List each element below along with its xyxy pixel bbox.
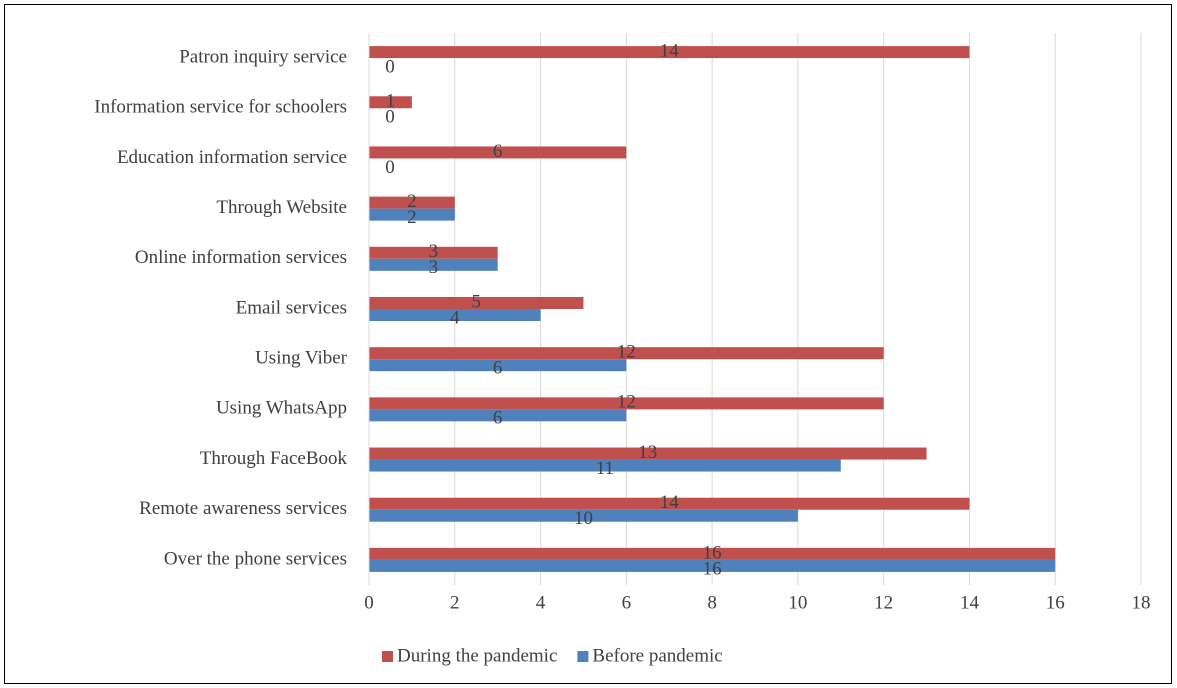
data-label: 0 [385,107,395,128]
bar [369,497,970,510]
data-label: 1 [386,91,396,112]
data-label: 6 [493,358,503,379]
data-label: 12 [617,342,636,363]
data-label: 16 [703,558,722,579]
bar [369,447,927,460]
bar [369,409,627,422]
x-tick-label: 6 [622,592,632,613]
y-tick-label: Information service for schoolers [94,97,347,118]
bar [369,547,1056,560]
x-tick-label: 14 [960,592,980,613]
y-tick-label: Through Website [216,197,347,218]
y-tick-label: Online information services [135,247,347,268]
y-tick-label: Patron inquiry service [179,46,347,67]
data-label: 0 [385,157,395,178]
bar [369,46,970,59]
bar [369,196,455,209]
data-label: 2 [407,191,417,212]
y-tick-label: Using WhatsApp [216,398,347,419]
x-tick-label: 12 [874,592,893,613]
data-label: 10 [574,508,593,529]
x-tick-label: 10 [788,592,807,613]
bar [369,359,627,372]
bar [369,246,498,259]
x-tick-label: 4 [536,592,546,613]
bar [369,96,412,109]
bar [369,297,584,309]
legend-swatch [577,651,589,662]
legend-label: Before pandemic [592,645,722,666]
data-label: 4 [450,307,460,328]
y-tick-label: Over the phone services [164,548,347,569]
data-label: 14 [660,40,680,61]
bar [369,459,841,472]
x-tick-label: 16 [1046,592,1065,613]
bar [369,146,627,159]
x-tick-label: 0 [364,592,374,613]
legend-label: During the pandemic [397,645,557,666]
bar [369,208,455,221]
x-tick-label: 18 [1132,592,1151,613]
data-label: 6 [493,408,503,429]
y-tick-label: Email services [236,297,347,318]
bar [369,397,884,410]
y-tick-label: Education information service [117,147,347,168]
bar [369,347,884,360]
bar [369,309,541,321]
data-label: 5 [471,291,481,312]
x-tick-label: 8 [707,592,717,613]
data-label: 16 [703,542,722,563]
data-label: 14 [660,492,680,513]
y-tick-label: Using Viber [255,348,348,369]
data-label: 3 [429,257,439,278]
data-label: 2 [407,207,417,228]
bar [369,509,798,522]
y-tick-label: Through FaceBook [200,448,348,469]
data-label: 6 [493,141,503,162]
bar [369,258,498,271]
bar [369,559,1056,572]
data-label: 3 [429,241,439,262]
data-label: 0 [385,56,395,77]
x-tick-label: 2 [450,592,460,613]
data-label: 13 [638,442,657,463]
y-tick-label: Remote awareness services [139,498,347,519]
legend-swatch [382,651,393,662]
data-label: 11 [596,458,614,479]
data-label: 12 [617,392,636,413]
